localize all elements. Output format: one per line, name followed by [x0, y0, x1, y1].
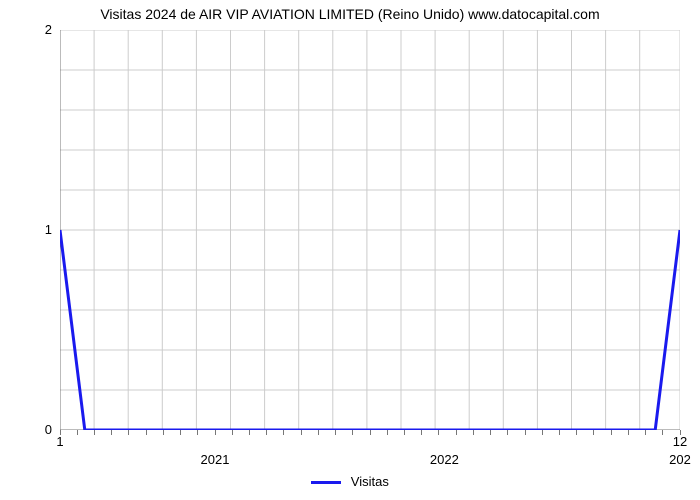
- x-year-label-0: 2021: [185, 452, 245, 467]
- x-minor-tick: [404, 430, 405, 435]
- x-minor-tick: [352, 430, 353, 435]
- x-minor-tick: [163, 430, 164, 435]
- x-minor-tick: [628, 430, 629, 435]
- x-minor-tick: [559, 430, 560, 435]
- x-minor-tick: [94, 430, 95, 435]
- x-tick-label-start: 1: [30, 434, 90, 449]
- x-minor-tick: [335, 430, 336, 435]
- x-minor-tick: [421, 430, 422, 435]
- x-minor-tick: [473, 430, 474, 435]
- x-minor-tick: [645, 430, 646, 435]
- y-tick-label-1: 1: [45, 222, 52, 237]
- x-minor-tick: [593, 430, 594, 435]
- legend: Visitas: [0, 474, 700, 489]
- x-minor-tick: [111, 430, 112, 435]
- legend-swatch: [311, 481, 341, 484]
- x-minor-tick: [576, 430, 577, 435]
- y-tick-label-2: 2: [45, 22, 52, 37]
- chart-svg: [60, 30, 680, 430]
- x-minor-tick: [662, 430, 663, 435]
- x-minor-tick: [507, 430, 508, 435]
- x-minor-tick: [490, 430, 491, 435]
- x-minor-tick: [266, 430, 267, 435]
- x-tick-label-end: 12: [650, 434, 700, 449]
- x-year-label-1: 2022: [414, 452, 474, 467]
- x-minor-tick: [318, 430, 319, 435]
- x-minor-tick: [77, 430, 78, 435]
- x-minor-tick: [146, 430, 147, 435]
- x-minor-tick: [680, 430, 681, 435]
- x-minor-tick: [525, 430, 526, 435]
- x-minor-tick: [438, 430, 439, 435]
- x-minor-tick: [215, 430, 216, 435]
- x-minor-tick: [387, 430, 388, 435]
- x-minor-tick: [197, 430, 198, 435]
- x-minor-tick: [283, 430, 284, 435]
- x-minor-tick: [456, 430, 457, 435]
- x-minor-tick: [370, 430, 371, 435]
- x-minor-tick: [180, 430, 181, 435]
- x-minor-tick: [249, 430, 250, 435]
- x-minor-tick: [301, 430, 302, 435]
- x-minor-tick: [128, 430, 129, 435]
- chart-plot-area: [60, 30, 680, 430]
- chart-title: Visitas 2024 de AIR VIP AVIATION LIMITED…: [0, 6, 700, 22]
- x-year-label-2: 202: [650, 452, 700, 467]
- x-minor-tick: [60, 430, 61, 435]
- x-minor-tick: [232, 430, 233, 435]
- legend-label: Visitas: [351, 474, 389, 489]
- x-minor-tick: [542, 430, 543, 435]
- x-minor-tick: [611, 430, 612, 435]
